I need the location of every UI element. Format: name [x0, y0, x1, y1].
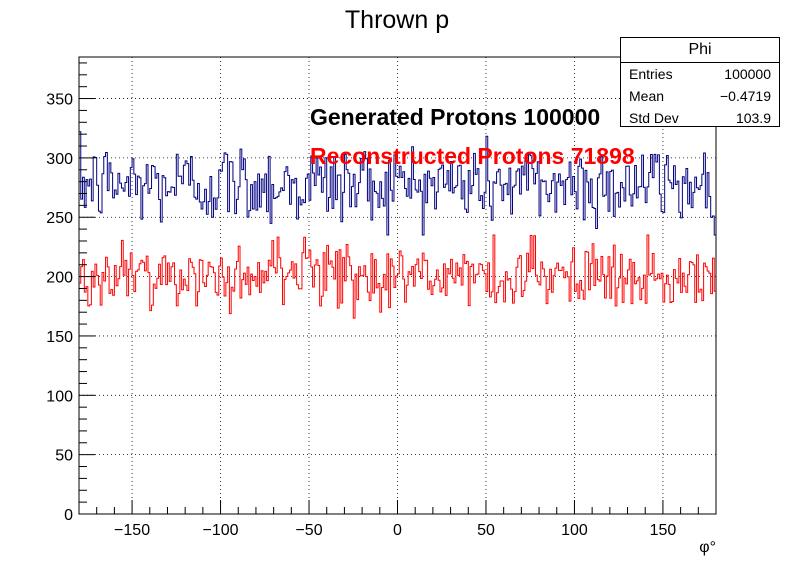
axes: −150 −100 −50 0 50 100 150 0 50 100 150 200 250 300 35… [46, 62, 717, 539]
x-tick-label: −100 [203, 522, 239, 539]
y-tick-label: 150 [46, 329, 73, 346]
x-axis-label: φ° [699, 539, 716, 556]
stats-row-stddev: Std Dev 103.9 [621, 107, 779, 129]
y-tick-label: 0 [64, 507, 73, 524]
histogram-series [79, 131, 716, 319]
stats-label: Std Dev [629, 110, 679, 126]
stats-value: 103.9 [735, 110, 771, 126]
x-tick-label: 0 [393, 522, 402, 539]
stats-box: Phi Entries 100000 Mean −0.4719 Std Dev … [620, 37, 780, 127]
chart-title: Thrown p [345, 6, 449, 34]
x-tick-label: −150 [114, 522, 150, 539]
series-reconstructed [79, 234, 716, 319]
x-tick-label: 150 [650, 522, 677, 539]
stats-value: −0.4719 [720, 88, 771, 104]
y-tick-label: 200 [46, 270, 73, 287]
series-generated [79, 131, 716, 236]
y-tick-label: 100 [46, 388, 73, 405]
stats-label: Mean [629, 88, 665, 104]
y-tick-label: 50 [55, 448, 73, 465]
stats-value: 100000 [724, 66, 771, 82]
stats-label: Entries [629, 66, 673, 82]
x-tick-label: −50 [295, 522, 322, 539]
y-tick-label: 250 [46, 210, 73, 227]
y-tick-label: 300 [46, 151, 73, 168]
stats-title: Phi [621, 38, 779, 63]
stats-row-entries: Entries 100000 [621, 63, 779, 85]
annotation-generated: Generated Protons 100000 [310, 104, 600, 130]
y-tick-label: 350 [46, 92, 73, 109]
x-tick-label: 50 [477, 522, 495, 539]
stats-row-mean: Mean −0.4719 [621, 85, 779, 107]
x-tick-label: 100 [561, 522, 588, 539]
annotation-reconstructed: Reconstructed Protons 71898 [310, 143, 635, 169]
